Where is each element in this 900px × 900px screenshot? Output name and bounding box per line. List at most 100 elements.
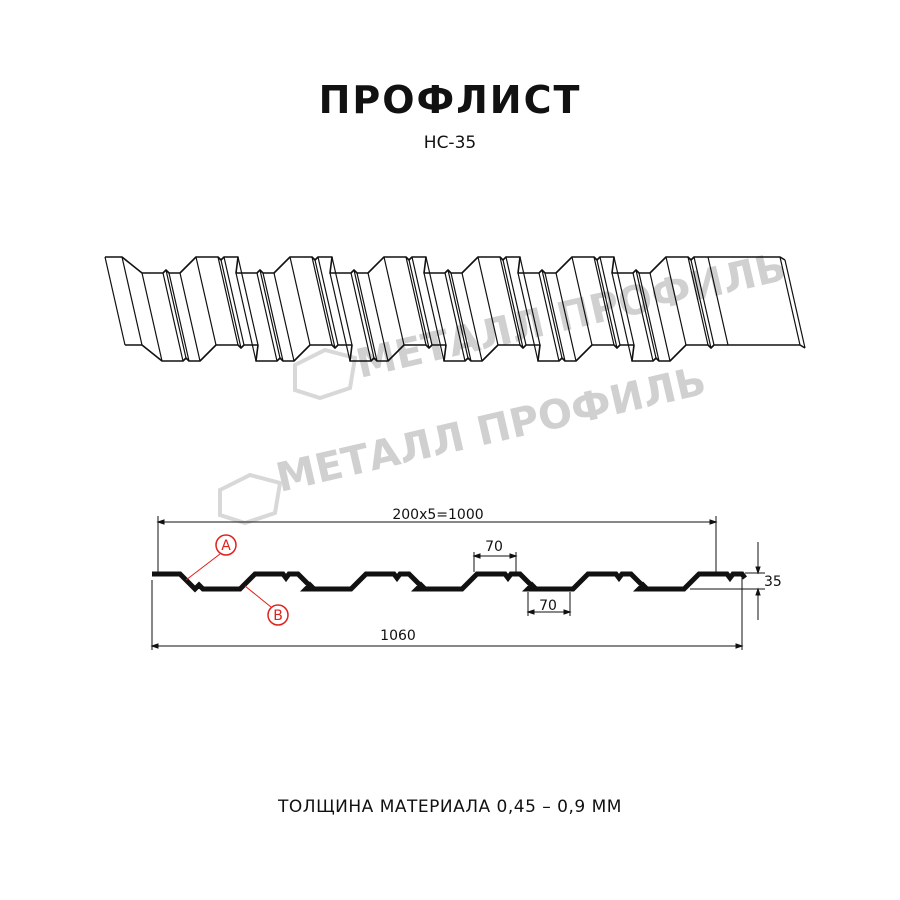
sheet-fold-line bbox=[408, 259, 430, 349]
arrow-icon bbox=[156, 519, 165, 525]
sheet-fold-line bbox=[353, 269, 375, 359]
sheet-fold-line bbox=[444, 272, 466, 362]
sheet-fold-line bbox=[502, 259, 524, 349]
arrow-icon bbox=[150, 643, 159, 649]
model-label: НС-35 bbox=[423, 133, 477, 153]
sheet-fold-line bbox=[425, 256, 447, 346]
sheet-fold-line bbox=[593, 256, 615, 346]
sheet-fold-line bbox=[168, 272, 190, 362]
sheet-fold-line bbox=[477, 256, 499, 346]
sheet-fold-line bbox=[329, 272, 351, 362]
sheet-fold-line bbox=[461, 272, 483, 362]
material-thickness-note: ТОЛЩИНА МАТЕРИАЛА 0,45 – 0,9 ММ bbox=[278, 797, 622, 817]
profile-section bbox=[152, 571, 747, 593]
pitch-total-label: 200x5=1000 bbox=[392, 507, 483, 523]
sheet-fold-line bbox=[505, 256, 527, 346]
sheet-front-edge bbox=[105, 256, 786, 274]
page-title: ПРОФЛИСТ bbox=[318, 78, 582, 122]
sheet-fold-line bbox=[217, 256, 239, 346]
sheet-fold-line bbox=[538, 272, 560, 362]
sheet-fold-line bbox=[367, 272, 389, 362]
watermark-logo-icon bbox=[293, 347, 358, 401]
sheet-fold-line bbox=[613, 256, 635, 346]
sheet-fold-line bbox=[195, 256, 217, 346]
sheet-fold-line bbox=[450, 272, 472, 362]
sheet-fold-line bbox=[693, 256, 715, 346]
sheet-fold-line bbox=[350, 272, 372, 362]
sheet-fold-line bbox=[519, 256, 541, 346]
sheet-fold-line bbox=[162, 272, 184, 362]
sheet-fold-line bbox=[223, 256, 245, 346]
sheet-fold-line bbox=[104, 256, 126, 346]
sheet-fold-line bbox=[165, 269, 187, 359]
arrow-icon bbox=[563, 609, 572, 615]
sheet-fold-line bbox=[632, 272, 654, 362]
sheet-fold-line bbox=[121, 256, 143, 346]
sheet-fold-line bbox=[517, 272, 539, 362]
arrow-icon bbox=[509, 553, 518, 559]
sheet-fold-line bbox=[447, 269, 469, 359]
sheet-fold-line bbox=[235, 272, 257, 362]
sheet-fold-line bbox=[331, 256, 353, 346]
sheet-fold-line bbox=[356, 272, 378, 362]
sheet-fold-line bbox=[499, 256, 521, 346]
arrow-icon bbox=[755, 587, 761, 596]
sheet-fold-line bbox=[256, 272, 278, 362]
arrow-icon bbox=[472, 553, 481, 559]
sheet-fold-line bbox=[411, 256, 433, 346]
arrow-icon bbox=[526, 609, 535, 615]
sheet-fold-line bbox=[690, 259, 712, 349]
sheet-fold-line bbox=[687, 256, 709, 346]
marker-a bbox=[215, 534, 237, 556]
sheet-3d-view bbox=[104, 256, 806, 362]
total-width-label: 1060 bbox=[380, 628, 416, 644]
arrow-icon bbox=[755, 566, 761, 575]
sheet-fold-line bbox=[779, 256, 801, 346]
sheet-back-edge bbox=[125, 344, 806, 362]
sheet-fold-line bbox=[611, 272, 633, 362]
sheet-fold-line bbox=[541, 269, 563, 359]
arrow-icon bbox=[735, 643, 744, 649]
watermark-top: МЕТАЛЛ ПРОФИЛЬ bbox=[352, 244, 790, 388]
sheet-fold-line bbox=[383, 256, 405, 346]
sheet-fold-line bbox=[784, 259, 806, 349]
sheet-fold-line bbox=[635, 269, 657, 359]
marker-b-leader bbox=[244, 585, 272, 608]
crest-width-label: 70 bbox=[485, 539, 503, 555]
sheet-fold-line bbox=[555, 272, 577, 362]
sheet-fold-line bbox=[314, 259, 336, 349]
sheet-fold-line bbox=[141, 272, 163, 362]
sheet-fold-line bbox=[596, 259, 618, 349]
sheet-fold-line bbox=[311, 256, 333, 346]
marker-a-leader bbox=[185, 553, 221, 581]
sheet-fold-line bbox=[707, 256, 729, 346]
sheet-fold-line bbox=[665, 256, 687, 346]
sheet-fold-line bbox=[262, 272, 284, 362]
watermark-logo-icon bbox=[218, 472, 283, 526]
valley-width-label: 70 bbox=[539, 598, 557, 614]
sheet-fold-line bbox=[179, 272, 201, 362]
sheet-fold-line bbox=[237, 256, 259, 346]
sheet-fold-line bbox=[599, 256, 621, 346]
dimension-lines bbox=[150, 516, 765, 650]
marker-a-label: A bbox=[221, 538, 231, 554]
watermark-bottom: МЕТАЛЛ ПРОФИЛЬ bbox=[272, 358, 710, 502]
dimension-labels: 200x5=1000 70 70 35 1060 bbox=[380, 507, 782, 644]
sheet-fold-line bbox=[405, 256, 427, 346]
sheet-fold-line bbox=[220, 259, 242, 349]
sheet-fold-line bbox=[259, 269, 281, 359]
arrow-icon bbox=[709, 519, 718, 525]
height-label: 35 bbox=[764, 574, 782, 590]
sheet-fold-line bbox=[544, 272, 566, 362]
markers: A B bbox=[185, 534, 289, 626]
sheet-fold-line bbox=[289, 256, 311, 346]
sheet-fold-line bbox=[571, 256, 593, 346]
marker-b bbox=[267, 604, 289, 626]
sheet-fold-line bbox=[423, 272, 445, 362]
marker-b-label: B bbox=[273, 608, 283, 624]
sheet-fold-line bbox=[638, 272, 660, 362]
sheet-fold-line bbox=[273, 272, 295, 362]
sheet-fold-line bbox=[317, 256, 339, 346]
